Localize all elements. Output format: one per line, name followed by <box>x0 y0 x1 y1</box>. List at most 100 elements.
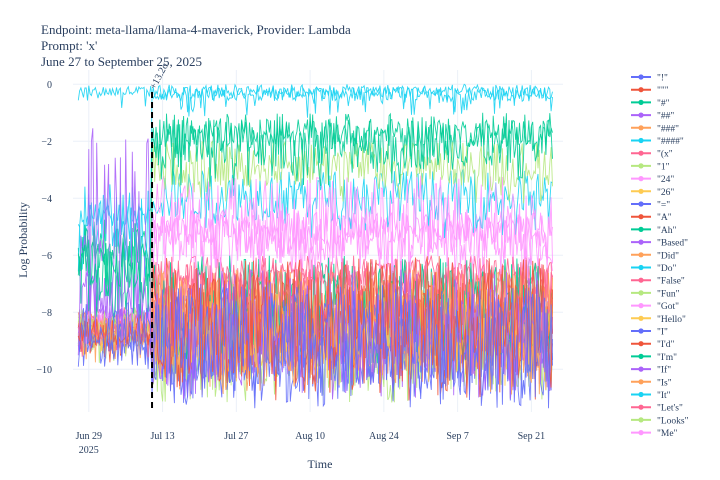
legend-label: "####" <box>657 137 684 147</box>
legend-item[interactable]: "!" <box>631 74 668 84</box>
x-tick-year-label: 2025 <box>79 445 99 456</box>
legend-item[interactable]: "=" <box>631 201 670 211</box>
legend-label: "Let's" <box>657 404 683 414</box>
legend[interactable]: "!" """ "#" "##" "###" "####" "(x" "1" "24" "26" "… <box>631 74 689 440</box>
legend-marker <box>638 252 644 258</box>
legend-item[interactable]: "I'm" <box>631 353 677 363</box>
legend-marker <box>638 74 644 80</box>
legend-item[interactable]: "Let's" <box>631 404 683 414</box>
legend-item[interactable]: "It" <box>631 391 671 401</box>
legend-item[interactable]: "Fun" <box>631 289 680 299</box>
legend-item[interactable]: "Ah" <box>631 226 676 236</box>
series-line[interactable] <box>77 140 553 347</box>
legend-marker <box>638 137 644 144</box>
y-tick-label: 0 <box>47 80 52 91</box>
legend-marker <box>638 214 644 220</box>
series-line[interactable] <box>77 211 553 343</box>
legend-label: "Do" <box>657 264 676 274</box>
legend-label: "I'd" <box>657 340 675 350</box>
series-line[interactable] <box>77 112 553 297</box>
legend-item[interactable]: "###" <box>631 124 679 134</box>
legend-marker <box>638 290 644 296</box>
legend-label: "#" <box>657 99 670 109</box>
legend-marker <box>638 99 644 105</box>
legend-label: "It" <box>657 391 671 401</box>
chart-subtitle-dates: June 27 to September 25, 2025 <box>41 54 203 69</box>
legend-marker <box>638 430 644 436</box>
series-line[interactable] <box>77 85 553 241</box>
legend-label: "I" <box>657 328 668 338</box>
legend-item[interactable]: "(x" <box>631 149 673 160</box>
legend-label: "False" <box>657 277 685 287</box>
legend-label: "Ah" <box>657 226 676 236</box>
y-tick-label: −2 <box>41 137 52 148</box>
legend-item[interactable]: "Got" <box>631 302 679 312</box>
series-line[interactable] <box>77 168 553 277</box>
legend-marker <box>638 150 644 156</box>
x-tick-label: Aug 24 <box>369 431 399 442</box>
legend-marker <box>638 87 644 93</box>
legend-label: "Did" <box>657 251 679 261</box>
legend-item[interactable]: "Is" <box>631 378 672 388</box>
x-tick-label: Jul 27 <box>224 431 248 442</box>
legend-item[interactable]: "##" <box>631 112 674 122</box>
legend-item[interactable]: "Looks" <box>631 416 689 426</box>
chart-title: Endpoint: meta-llama/llama-4-maverick, P… <box>41 22 351 37</box>
legend-marker <box>638 176 644 182</box>
legend-marker <box>638 417 644 423</box>
x-tick-label: Jun 29 <box>76 431 102 442</box>
y-axis-title: Log Probability <box>16 202 30 278</box>
legend-item[interactable]: "Did" <box>631 251 679 261</box>
series-line[interactable] <box>77 83 553 115</box>
x-tick-label: Aug 10 <box>295 431 325 442</box>
legend-label: "24" <box>657 175 674 185</box>
legend-marker <box>638 226 644 232</box>
legend-item[interactable]: "####" <box>631 137 684 147</box>
legend-label: "Looks" <box>657 416 689 426</box>
legend-marker <box>638 277 644 283</box>
series-line[interactable] <box>77 256 553 401</box>
legend-item[interactable]: """ <box>631 86 669 96</box>
legend-item[interactable]: "Hello" <box>631 315 686 325</box>
legend-label: "Got" <box>657 302 679 312</box>
legend-item[interactable]: "26" <box>631 188 674 198</box>
legend-marker <box>638 112 644 118</box>
legend-item[interactable]: "Do" <box>631 264 676 274</box>
legend-marker <box>638 404 644 410</box>
legend-marker <box>638 125 644 131</box>
legend-label: "26" <box>657 188 674 198</box>
legend-label: "###" <box>657 124 679 134</box>
legend-item[interactable]: "False" <box>631 277 685 287</box>
legend-item[interactable]: "Based" <box>631 239 688 249</box>
y-tick-label: −4 <box>41 194 52 205</box>
legend-marker <box>638 303 644 309</box>
series-line[interactable] <box>77 118 553 287</box>
legend-label: "Is" <box>657 378 672 388</box>
legend-item[interactable]: "1" <box>631 162 670 172</box>
x-axis-title: Time <box>308 457 333 471</box>
legend-item[interactable]: "A" <box>631 213 672 223</box>
chart-title-block: Endpoint: meta-llama/llama-4-maverick, P… <box>41 22 351 70</box>
legend-item[interactable]: "I" <box>631 328 668 338</box>
legend-label: "I'm" <box>657 353 677 363</box>
legend-item[interactable]: "#" <box>631 99 670 109</box>
legend-label: "1" <box>657 162 670 172</box>
series-line[interactable] <box>77 283 553 409</box>
legend-label: """ <box>657 86 669 96</box>
legend-marker <box>638 315 644 321</box>
legend-item[interactable]: "I'd" <box>631 340 675 350</box>
legend-item[interactable]: "Me" <box>631 429 678 439</box>
legend-marker <box>638 328 644 334</box>
legend-item[interactable]: "24" <box>631 175 674 185</box>
legend-label: "If" <box>657 365 671 376</box>
legend-marker <box>638 264 644 271</box>
legend-marker <box>638 341 644 347</box>
legend-marker <box>638 188 644 194</box>
legend-label: "=" <box>657 201 670 211</box>
legend-marker <box>638 353 644 359</box>
legend-marker <box>638 163 644 169</box>
y-tick-label: −8 <box>41 308 52 319</box>
x-tick-label: Sep 7 <box>446 431 469 442</box>
legend-label: "!" <box>657 74 668 84</box>
legend-item[interactable]: "If" <box>631 365 671 376</box>
